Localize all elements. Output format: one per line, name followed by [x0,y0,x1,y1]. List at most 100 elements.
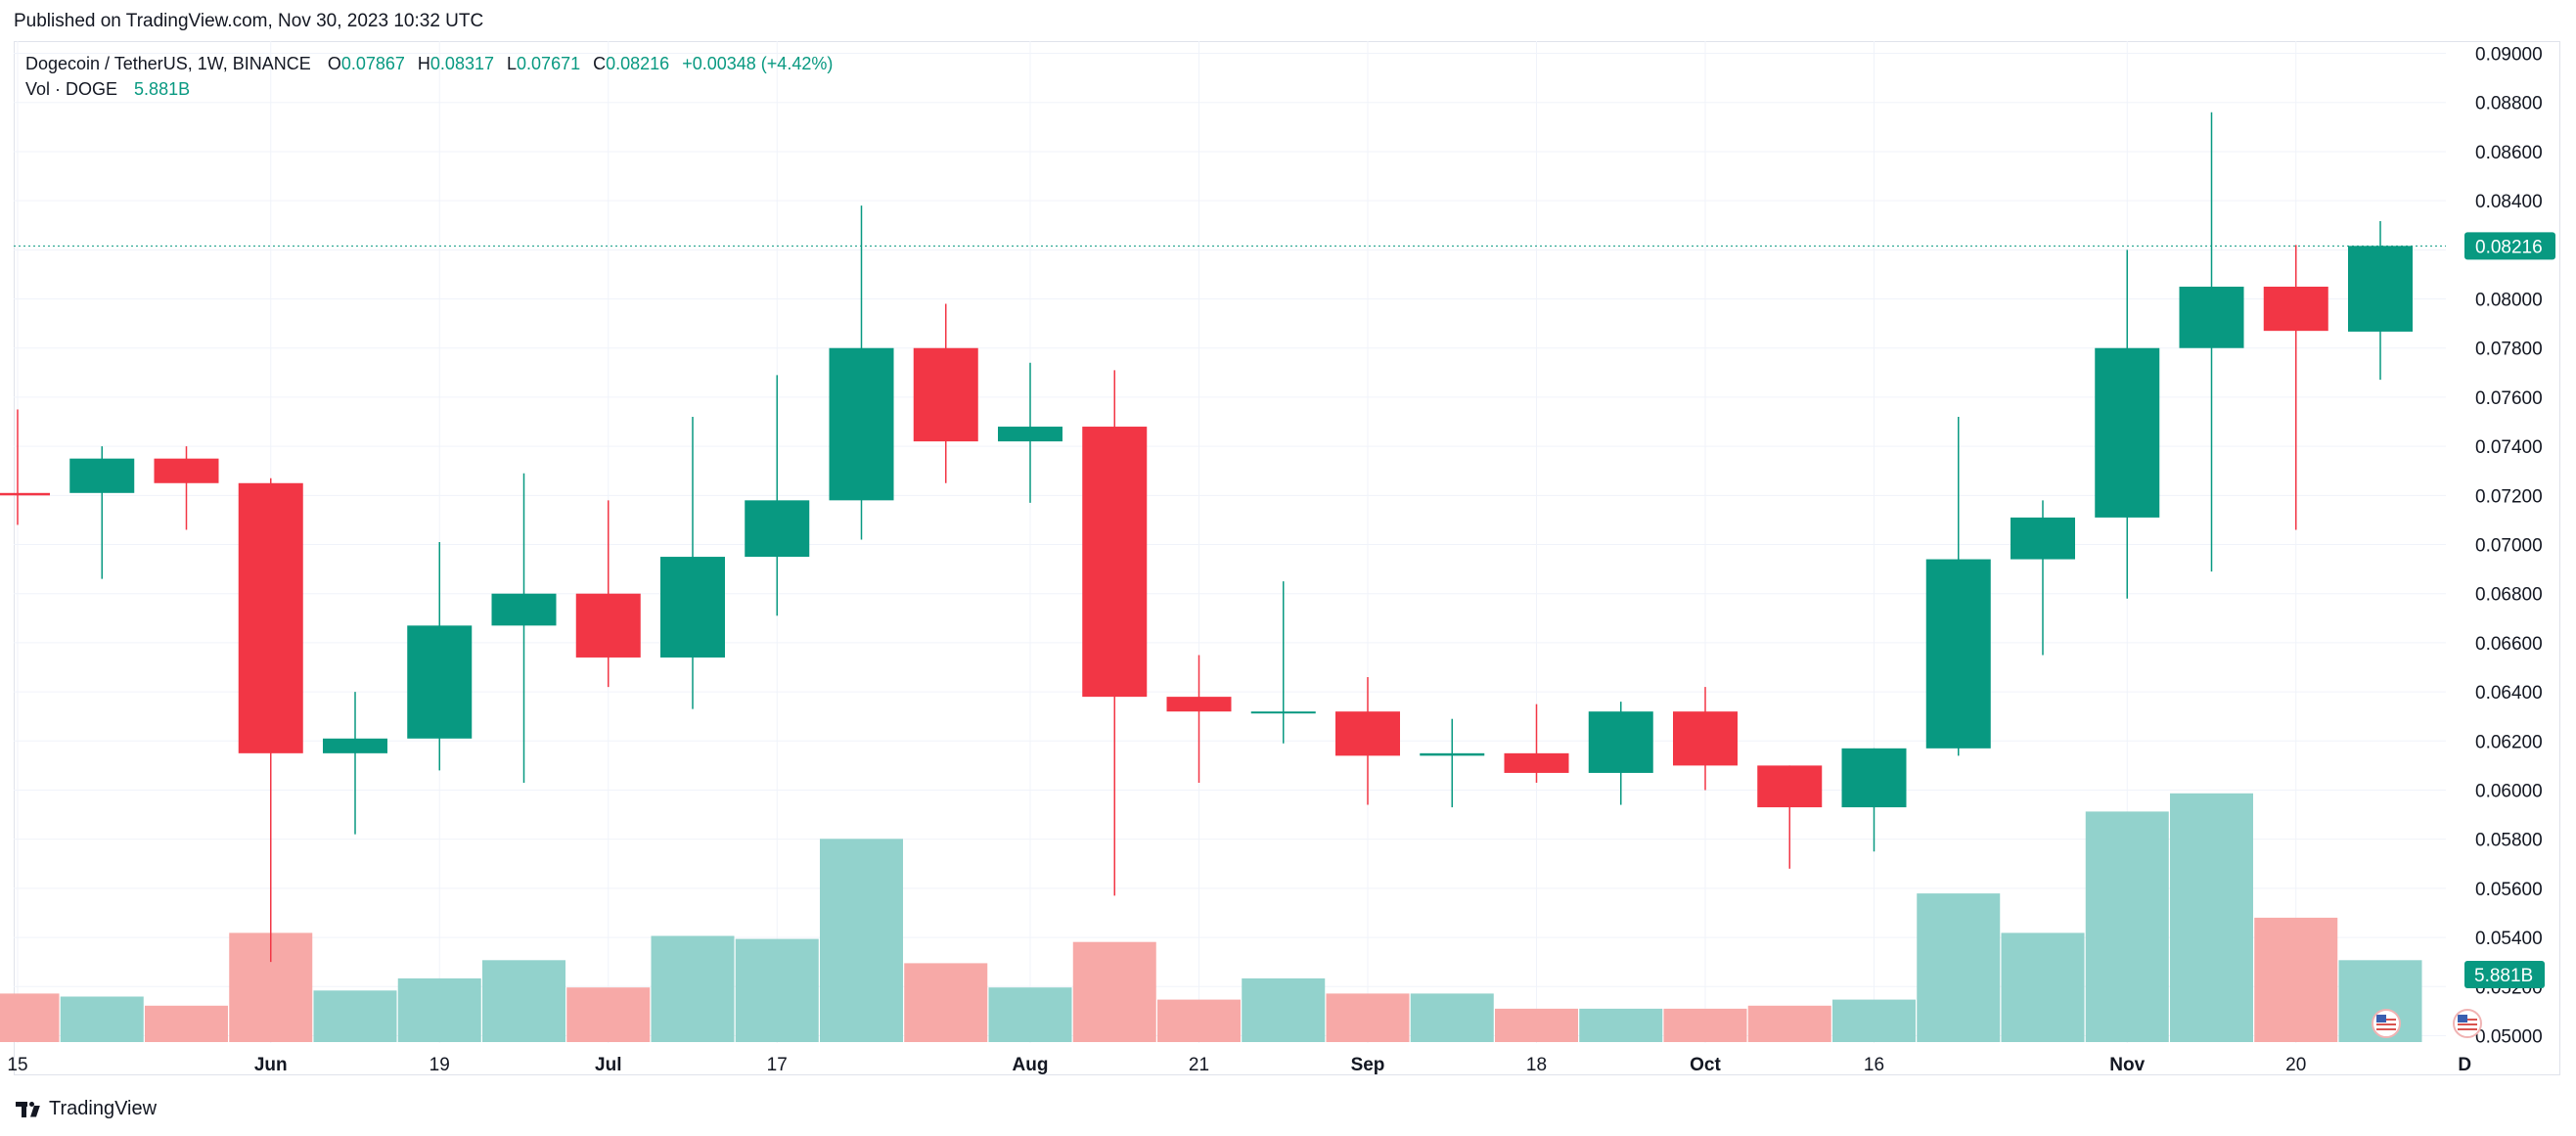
candle-body [1841,748,1907,808]
candle-body [2011,517,2075,560]
candle-body [575,593,641,658]
candle-body [998,427,1062,442]
volume-bar [1579,1008,1663,1042]
candle-body [1757,765,1823,808]
x-tick-label: Aug [1013,1055,1049,1075]
candle-body [2348,246,2413,332]
legend-symbol: Dogecoin / TetherUS, 1W, BINANCE [25,54,311,73]
candle-body [407,625,473,739]
candle-body [323,738,387,753]
x-tick-label: Jun [254,1055,288,1075]
candle-body [1082,427,1148,698]
y-tick-label: 0.08800 [2475,94,2543,114]
candle-body [2095,347,2160,518]
y-tick-label: 0.05400 [2475,929,2543,949]
y-tick-label: 0.06800 [2475,585,2543,606]
candle-body [1673,711,1738,766]
y-tick-label: 0.06400 [2475,683,2543,704]
x-tick-label: D [2458,1055,2471,1075]
volume-bar [2170,793,2253,1042]
y-tick-label: 0.08600 [2475,143,2543,163]
volume-bar [1832,999,1916,1042]
x-tick-label: Sep [1351,1055,1385,1075]
y-tick-label: 0.05600 [2475,880,2543,900]
volume-bar [735,938,819,1042]
x-tick-label: 17 [767,1055,788,1075]
legend-low-value: 0.07671 [517,54,581,73]
legend-open-label: O [327,54,341,73]
y-tick-label: 0.07000 [2475,536,2543,557]
volume-bar [1326,993,1410,1042]
y-tick-label: 0.06200 [2475,732,2543,752]
volume-bar [313,990,397,1042]
volume-bar [1157,999,1241,1042]
volume-bar [1747,1005,1831,1042]
last-volume-tag [2464,961,2545,988]
y-tick-label: 0.05800 [2475,831,2543,851]
candle-body [1335,711,1400,756]
x-tick-label: Nov [2109,1055,2145,1075]
volume-bar [1917,893,2001,1042]
x-tick-label: 16 [1864,1055,1884,1075]
y-tick-label: 0.07800 [2475,340,2543,360]
legend-high-value: 0.08317 [429,54,494,73]
chart-legend: Dogecoin / TetherUS, 1W, BINANCE O0.0786… [25,51,833,102]
legend-close-label: C [593,54,607,73]
candle-body [1925,559,1991,749]
volume-bar [2254,917,2338,1042]
x-tick-label: 20 [2285,1055,2306,1075]
tradingview-logo[interactable]: TradingView [16,1098,157,1120]
x-tick-label: Jul [595,1055,621,1075]
last-volume-label: 5.881B [2474,966,2533,986]
candle-body [69,458,135,493]
tradingview-brand: TradingView [49,1098,158,1119]
volume-bar [1072,941,1156,1042]
x-tick-label: 19 [429,1055,450,1075]
candle-body [491,593,557,626]
candle-body [829,347,894,501]
us-event-flag-icon[interactable] [2372,1009,2401,1038]
x-tick-label: 21 [1189,1055,1209,1075]
candle-body [0,492,50,496]
volume-bar [1242,977,1326,1042]
y-tick-label: 0.08000 [2475,291,2543,311]
last-price-tag [2464,232,2555,260]
last-price-label: 0.08216 [2475,237,2543,257]
y-tick-label: 0.08400 [2475,192,2543,212]
volume-bar [820,839,903,1042]
candle-body [1588,711,1653,773]
legend-change: +0.00348 (+4.42%) [682,54,834,73]
candle-body [1504,752,1569,773]
candle-body [1420,752,1485,756]
legend-open-value: 0.07867 [340,54,405,73]
volume-bar [482,960,565,1042]
candle-body [660,557,725,658]
volume-bar [145,1005,228,1042]
legend-volume-row: Vol · DOGE 5.881B [25,76,833,102]
candle-body [913,347,978,442]
legend-close-value: 0.08216 [606,54,670,73]
y-tick-label: 0.06600 [2475,634,2543,655]
chart-frame [14,41,2560,1075]
candle-body [154,458,219,483]
y-tick-label: 0.09000 [2475,45,2543,66]
volume-bar [2085,811,2169,1042]
y-tick-label: 0.07600 [2475,388,2543,409]
volume-bar [1495,1008,1578,1042]
volume-bar [0,993,60,1042]
us-event-flag-icon[interactable] [2453,1009,2482,1038]
y-tick-label: 0.07400 [2475,437,2543,458]
volume-bar [1410,993,1494,1042]
tradingview-mark-icon [16,1101,41,1117]
x-tick-label: 15 [7,1055,27,1075]
published-caption: Published on TradingView.com, Nov 30, 20… [14,11,484,31]
y-tick-label: 0.05000 [2475,1026,2543,1047]
y-tick-label: 0.07200 [2475,486,2543,507]
candle-body [2263,286,2328,332]
volume-bar [566,987,651,1042]
legend-low-label: L [507,54,518,73]
x-tick-label: 18 [1526,1055,1547,1075]
volume-bar [2001,932,2085,1042]
volume-bar [651,935,735,1042]
